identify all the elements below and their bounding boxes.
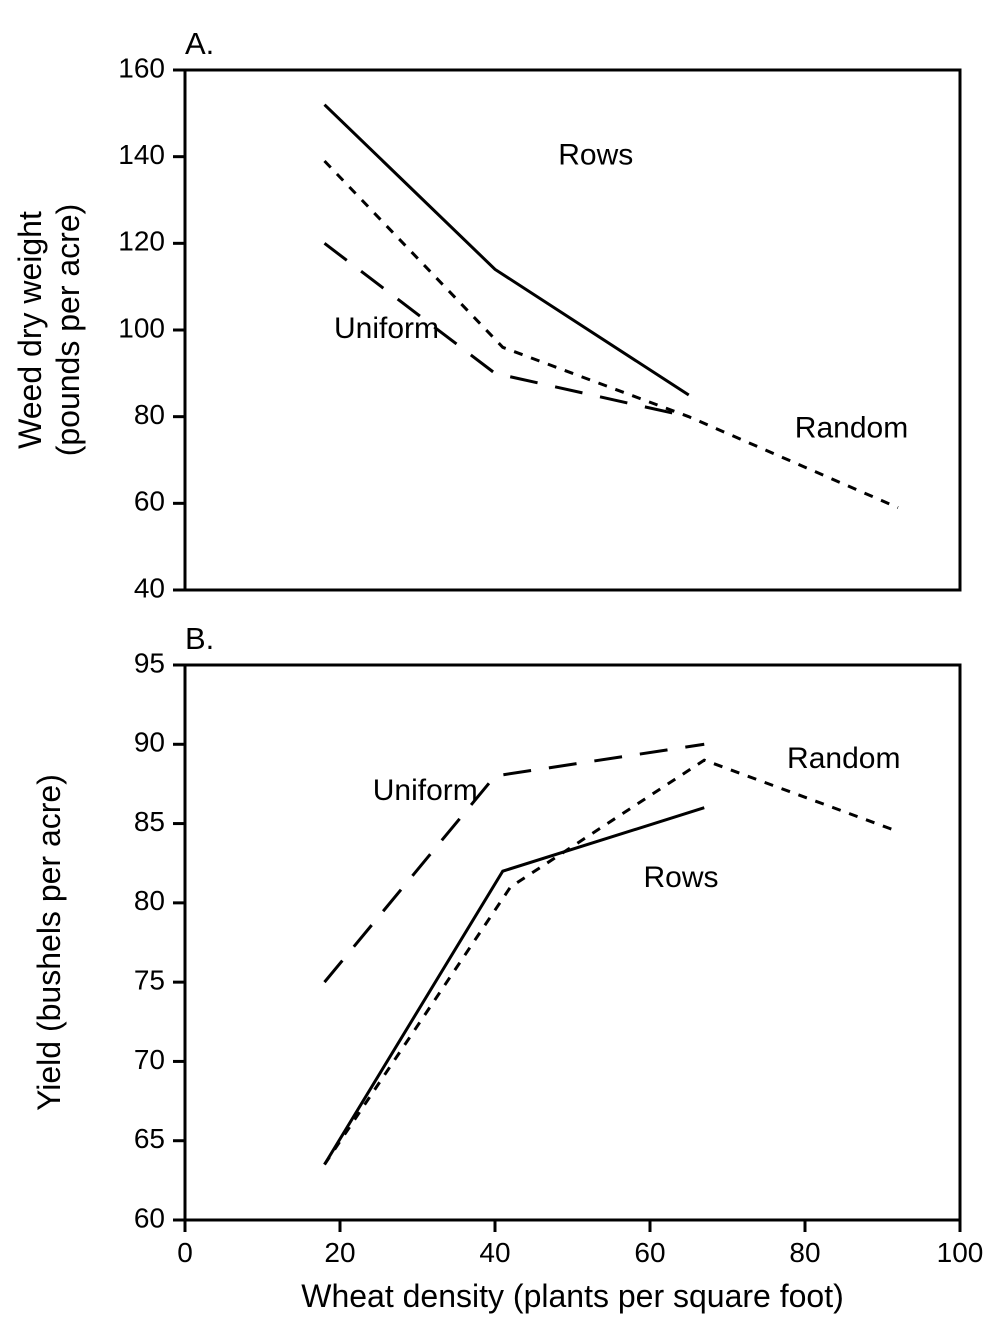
panel-A-ytick-label: 160 — [118, 52, 165, 83]
panel-B-ytick-label: 70 — [134, 1044, 165, 1075]
panel-B-series-label-uniform: Uniform — [373, 774, 478, 807]
panel-B-ytick-label: 65 — [134, 1123, 165, 1154]
panel-B-label: B. — [185, 621, 214, 656]
panel-A-ytick-label: 100 — [118, 312, 165, 343]
panel-A-ytick-label: 40 — [134, 572, 165, 603]
panel-B-ytick-label: 75 — [134, 965, 165, 996]
panel-A-series-label-uniform: Uniform — [334, 312, 439, 345]
panel-B-ytick-label: 90 — [134, 727, 165, 758]
panel-B-series-label-rows: Rows — [643, 861, 718, 894]
xtick-label: 20 — [324, 1237, 355, 1268]
xtick-label: 0 — [177, 1237, 193, 1268]
panel-B-ytick-label: 80 — [134, 885, 165, 916]
panel-A-ytick-label: 120 — [118, 226, 165, 257]
xtick-label: 40 — [479, 1237, 510, 1268]
svg-text:Yield (bushels per acre): Yield (bushels per acre) — [31, 774, 67, 1111]
panel-A-series-label-random: Random — [795, 412, 908, 445]
panel-A-ylabel: Weed dry weight(pounds per acre) — [12, 204, 86, 457]
panel-B-ytick-label: 85 — [134, 806, 165, 837]
panel-A-ytick-label: 140 — [118, 139, 165, 170]
panel-B-ytick-label: 95 — [134, 647, 165, 678]
panel-A-ytick-label: 80 — [134, 399, 165, 430]
svg-text:Weed dry weight(pounds per acr: Weed dry weight(pounds per acre) — [12, 204, 86, 457]
panel-A-series-rows — [325, 105, 689, 395]
xtick-label: 60 — [634, 1237, 665, 1268]
panel-B-ytick-label: 60 — [134, 1202, 165, 1233]
panel-A-series-label-rows: Rows — [558, 139, 633, 172]
panel-A-ytick-label: 60 — [134, 486, 165, 517]
panel-B-series-label-random: Random — [787, 742, 900, 775]
xtick-label: 100 — [937, 1237, 984, 1268]
panel-A-label: A. — [185, 26, 214, 61]
xtick-label: 80 — [789, 1237, 820, 1268]
figure-container: 40 60 80 100 120 140 160 A. Weed dry weight(poun… — [0, 0, 1000, 1321]
xaxis-label: Wheat density (plants per square foot) — [301, 1278, 844, 1314]
panel-B-ylabel: Yield (bushels per acre) — [31, 774, 67, 1111]
panel-B-series-random — [325, 760, 899, 1164]
figure-svg: 40 60 80 100 120 140 160 A. Weed dry weight(poun… — [0, 0, 1000, 1321]
